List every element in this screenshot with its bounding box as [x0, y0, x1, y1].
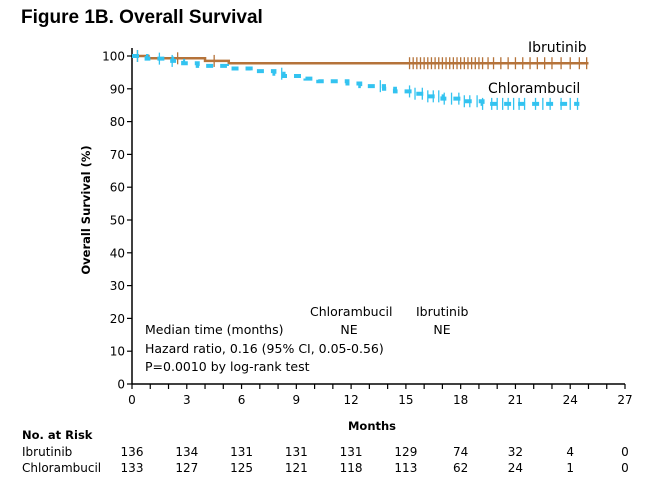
risk-cell: 0 [621, 445, 629, 459]
x-tick-label: 15 [398, 393, 413, 407]
y-tick-label: 10 [110, 345, 125, 359]
risk-cell: 131 [285, 445, 308, 459]
risk-cell: 118 [340, 461, 363, 475]
x-tick-label: 24 [563, 393, 578, 407]
annot-col-chlorambucil: Chlorambucil [310, 304, 392, 319]
y-tick-label: 100 [102, 50, 125, 64]
y-tick-label: 40 [110, 246, 125, 260]
axes: 0 10 20 30 40 50 60 70 80 90 100 0 3 6 9 12 15 18 21 24 27 [102, 48, 633, 407]
x-axis-label: Months [348, 419, 396, 433]
y-tick-label: 60 [110, 181, 125, 195]
annot-p-value: P=0.0010 by log-rank test [145, 359, 310, 374]
risk-cell: 74 [453, 445, 468, 459]
risk-cell: 131 [230, 445, 253, 459]
risk-row-label: Chlorambucil [22, 461, 101, 475]
risk-cell: 62 [453, 461, 468, 475]
annot-median-ibrutinib: NE [433, 322, 450, 337]
risk-table-title: No. at Risk [22, 428, 93, 442]
x-tick-label: 3 [183, 393, 191, 407]
risk-cell: 125 [230, 461, 253, 475]
y-axis-label: Overall Survival (%) [79, 145, 93, 274]
risk-cell: 136 [121, 445, 144, 459]
risk-cell: 32 [508, 445, 523, 459]
x-tick-label: 0 [128, 393, 136, 407]
x-tick-label: 18 [453, 393, 468, 407]
risk-cell: 133 [121, 461, 144, 475]
risk-row-label: Ibrutinib [22, 445, 72, 459]
y-tick-label: 70 [110, 148, 125, 162]
annot-col-ibrutinib: Ibrutinib [416, 304, 468, 319]
risk-cell: 4 [566, 445, 574, 459]
risk-cell: 129 [394, 445, 417, 459]
legend-ibrutinib: Ibrutinib [528, 40, 587, 56]
curves [132, 50, 589, 110]
risk-table: Ibrutinib 136 134 131 131 131 129 74 32 4 0 Chloram… [22, 445, 629, 475]
annot-median-chlorambucil: NE [340, 322, 357, 337]
annot-median-label: Median time (months) [145, 322, 284, 337]
y-tick-label: 20 [110, 312, 125, 326]
risk-cell: 24 [508, 461, 523, 475]
curve-chlorambucil [132, 54, 580, 106]
curve-ibrutinib [132, 54, 589, 65]
risk-cell: 127 [175, 461, 198, 475]
risk-cell: 0 [621, 461, 629, 475]
x-tick-label: 21 [508, 393, 523, 407]
legend-chlorambucil: Chlorambucil [488, 81, 580, 97]
y-tick-label: 90 [110, 82, 125, 96]
risk-cell: 131 [340, 445, 363, 459]
y-tick-label: 0 [117, 378, 125, 392]
risk-cell: 121 [285, 461, 308, 475]
y-tick-label: 80 [110, 115, 125, 129]
annot-hazard-ratio: Hazard ratio, 0.16 (95% CI, 0.05-0.56) [145, 341, 384, 356]
x-tick-label: 6 [238, 393, 246, 407]
risk-cell: 1 [566, 461, 574, 475]
x-tick-label: 27 [617, 393, 632, 407]
y-tick-label: 30 [110, 279, 125, 293]
x-tick-label: 9 [293, 393, 301, 407]
x-tick-label: 12 [343, 393, 358, 407]
y-tick-label: 50 [110, 214, 125, 228]
risk-cell: 113 [394, 461, 417, 475]
figure-title: Figure 1B. Overall Survival [21, 7, 263, 28]
risk-cell: 134 [175, 445, 198, 459]
